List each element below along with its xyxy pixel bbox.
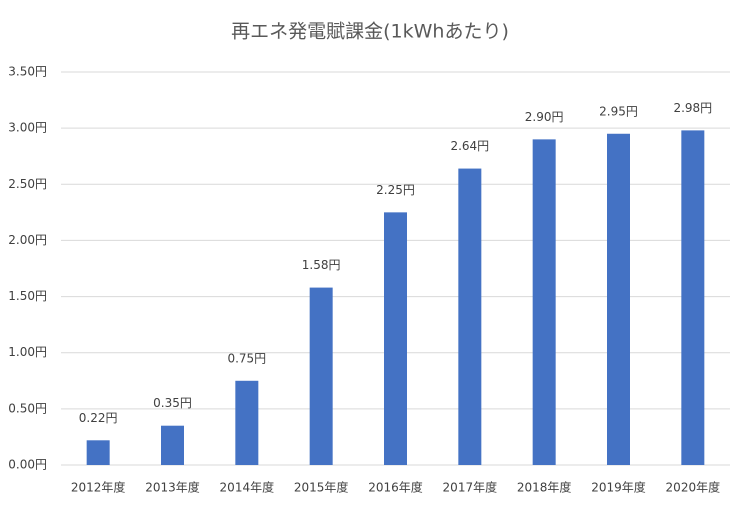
y-tick-label: 3.00円 [8,121,47,135]
y-tick-label: 2.00円 [8,233,47,247]
x-tick-label: 2016年度 [368,480,423,495]
y-tick-label: 1.00円 [8,345,47,359]
value-label: 2.95円 [599,104,638,118]
x-tick-label: 2015年度 [294,480,349,495]
bar [384,212,407,465]
x-tick-label: 2013年度 [145,480,200,495]
x-tick-label: 2020年度 [666,480,721,495]
value-label: 1.58円 [302,258,341,272]
x-tick-label: 2018年度 [517,480,572,495]
y-tick-label: 3.50円 [8,65,47,79]
value-label: 0.35円 [153,396,192,410]
bar [607,133,630,465]
value-label: 2.90円 [525,110,564,124]
y-tick-label: 1.50円 [8,289,47,303]
bar [532,139,556,465]
value-label: 2.64円 [450,139,489,153]
y-tick-label: 0.00円 [8,458,47,472]
bar [458,168,482,465]
bar [309,287,333,465]
x-tick-label: 2014年度 [220,480,275,495]
y-tick-label: 0.50円 [8,401,47,415]
x-tick-label: 2012年度 [71,480,126,495]
value-label: 2.98円 [673,101,712,115]
x-tick-label: 2019年度 [591,480,646,495]
value-label: 0.22円 [79,411,118,425]
value-label: 0.75円 [227,351,266,365]
bar [235,380,259,465]
bar [86,440,110,465]
value-label: 2.25円 [376,183,415,197]
y-tick-label: 2.50円 [8,177,47,191]
chart-title: 再エネ発電賦課金(1kWhあたり) [231,21,509,43]
bar [161,425,184,465]
x-tick-label: 2017年度 [443,480,498,495]
bar [681,130,705,466]
